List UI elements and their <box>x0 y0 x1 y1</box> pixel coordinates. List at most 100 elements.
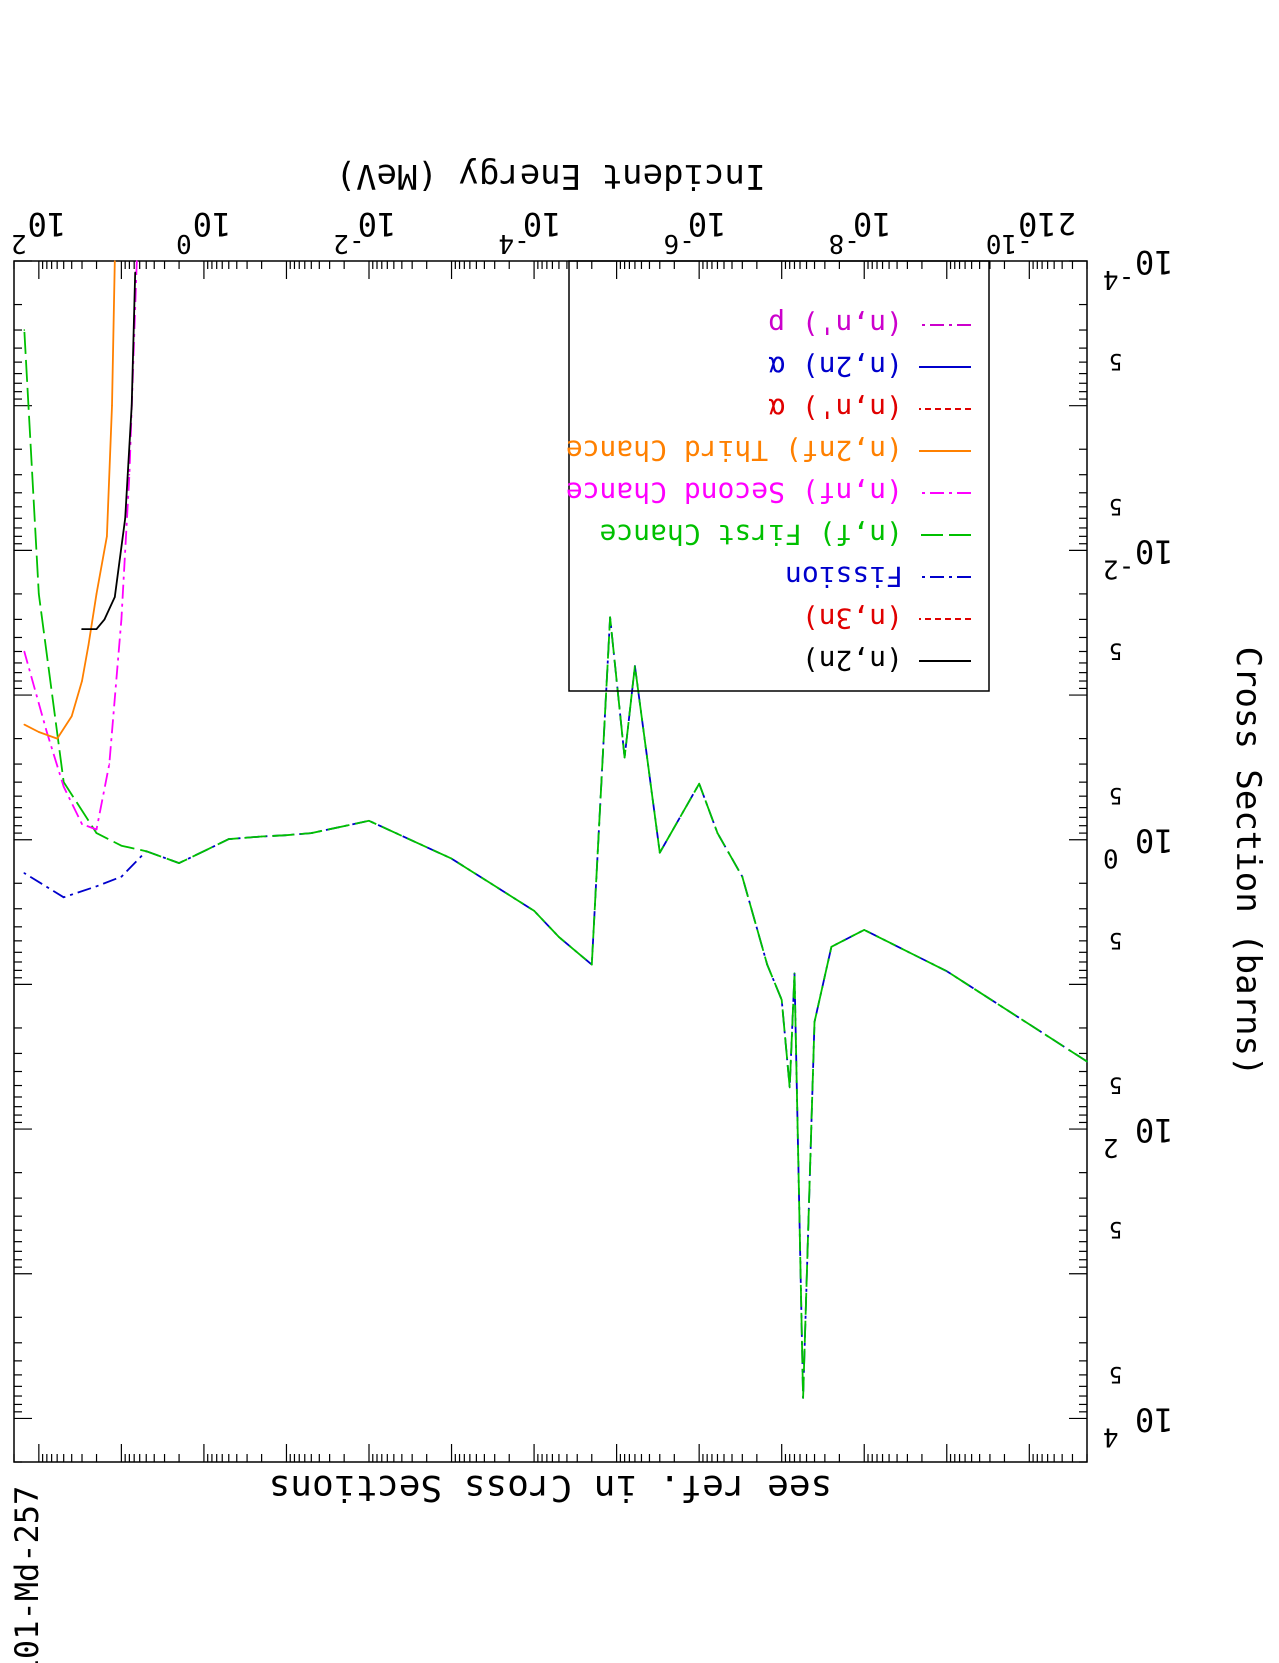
legend-entry: (n,f) First Chance <box>600 518 971 551</box>
y-minor-label: 5 <box>1109 782 1122 807</box>
x-tick-label: 10-2 <box>333 205 396 258</box>
data-point <box>813 1021 816 1023</box>
legend-label: (n,3n) <box>802 602 903 635</box>
data-point <box>698 782 700 785</box>
svg-text:10: 10 <box>1135 532 1174 570</box>
data-point <box>62 896 65 899</box>
data-point <box>623 756 626 759</box>
legend-entry: (n,2n) α <box>768 350 971 383</box>
data-point <box>945 970 948 972</box>
data-point <box>95 885 98 888</box>
data-point <box>95 628 98 630</box>
data-point <box>741 875 744 878</box>
data-point <box>87 644 90 646</box>
svg-text:10: 10 <box>1135 243 1174 281</box>
svg-text:0: 0 <box>176 228 192 258</box>
y-tick-label: 10 2 <box>1103 1111 1174 1162</box>
data-point <box>81 823 83 825</box>
data-point <box>56 737 58 740</box>
legend: (n,2n) (n,3n) Fission (n,f) First Chance (n,… <box>566 260 990 692</box>
data-point <box>136 260 138 262</box>
svg-text:-6: -6 <box>663 228 694 258</box>
svg-text:10: 10 <box>193 205 232 243</box>
data-point <box>802 1397 804 1399</box>
data-point <box>128 473 131 476</box>
data-point <box>114 260 116 262</box>
legend-label: Fission <box>785 560 903 593</box>
x-axis-ticks <box>13 261 1088 1462</box>
data-point <box>558 936 560 938</box>
data-point <box>70 715 73 717</box>
data-point <box>590 963 593 966</box>
chart-title: see ref. in Cross Sections <box>269 1467 833 1508</box>
legend-entry: (n,nf) Second Chance <box>566 476 971 509</box>
svg-text:2: 2 <box>1103 1132 1119 1162</box>
svg-text:-2: -2 <box>1103 553 1134 583</box>
data-point <box>793 972 796 975</box>
data-point <box>106 535 108 538</box>
y-minor-label: 5 <box>1109 1216 1122 1241</box>
y-tick-label: 10 0 <box>1103 822 1174 873</box>
legend-entry: (n,2n) <box>802 644 971 677</box>
svg-text:-4: -4 <box>498 228 529 258</box>
data-point <box>533 910 535 912</box>
data-point <box>95 828 98 831</box>
svg-text:-4: -4 <box>1103 264 1134 294</box>
data-point <box>716 832 719 834</box>
y-minor-label: 5 <box>1109 1072 1122 1097</box>
series-line <box>82 272 137 630</box>
data-point <box>120 875 123 878</box>
y-minor-label: 5 <box>1109 637 1122 662</box>
y-axis-label: Cross Section (barns) <box>1228 647 1268 1077</box>
legend-box <box>568 260 990 692</box>
data-point <box>145 850 148 852</box>
legend-label: (n,2n) <box>802 644 903 677</box>
svg-text:10: 10 <box>688 205 727 243</box>
svg-text:-2: -2 <box>333 228 364 258</box>
data-point <box>780 999 783 1001</box>
y-tick-label: 10 4 <box>1103 1400 1174 1451</box>
data-point <box>111 404 113 407</box>
legend-entry: Fission <box>785 560 971 593</box>
svg-text:10: 10 <box>523 205 562 243</box>
data-point <box>120 844 123 847</box>
data-point <box>81 628 83 630</box>
y-axis-ticks <box>14 260 1087 1463</box>
svg-text:10: 10 <box>1135 1400 1174 1438</box>
x-tick-label: 10-8 <box>829 205 892 258</box>
data-point <box>134 271 137 274</box>
svg-text:-10: -10 <box>986 228 1033 258</box>
x-tick-label: 10-10 <box>986 205 1057 258</box>
data-point <box>310 832 313 834</box>
data-point <box>609 616 611 619</box>
data-point <box>81 680 83 682</box>
svg-text:10: 10 <box>1135 822 1174 860</box>
x-tick-label: 10-4 <box>498 205 561 258</box>
data-point <box>103 618 106 621</box>
x-tick-label: 100 <box>176 205 231 258</box>
svg-text:4: 4 <box>1103 1421 1119 1451</box>
data-point <box>658 851 661 854</box>
data-point <box>863 929 866 931</box>
data-point <box>130 404 133 407</box>
series-line <box>23 616 1088 1399</box>
svg-text:10: 10 <box>1135 1111 1174 1149</box>
data-point <box>23 329 26 331</box>
data-point <box>788 1086 791 1089</box>
legend-label: (n,n') p <box>768 308 903 341</box>
svg-text:10: 10 <box>853 205 892 243</box>
legend-entry: (n,2nf) Third Chance <box>566 434 971 467</box>
svg-text:10: 10 <box>28 205 67 243</box>
svg-text:10: 10 <box>1018 205 1057 243</box>
data-point <box>23 872 26 874</box>
data-point <box>114 596 116 598</box>
data-point <box>120 618 123 621</box>
x-axis-label: Incident Energy (MeV) <box>336 156 766 196</box>
svg-text:10: 10 <box>358 205 397 243</box>
legend-label: (n,2nf) Third Chance <box>566 434 903 467</box>
data-point <box>830 946 833 948</box>
data-point <box>46 731 48 733</box>
data-point <box>260 835 263 838</box>
svg-text:0: 0 <box>1103 843 1119 873</box>
